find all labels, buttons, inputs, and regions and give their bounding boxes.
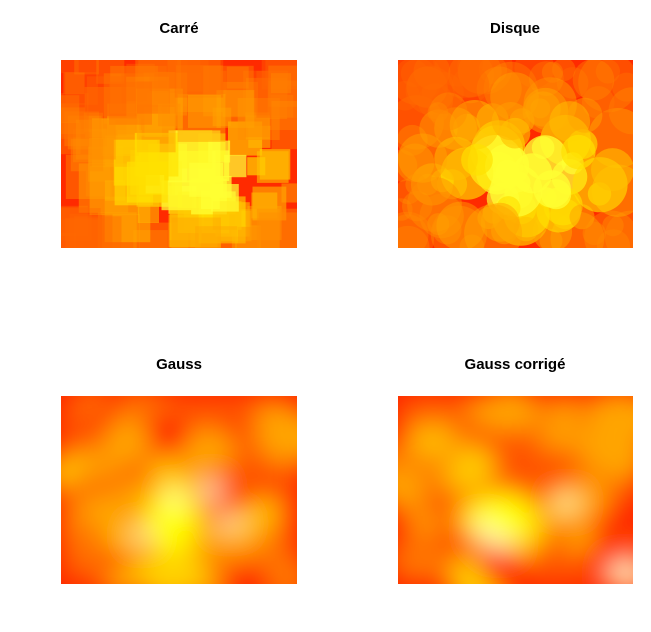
gauss-blob [548, 396, 581, 423]
gauss-blob [225, 566, 270, 598]
disc-mark [541, 179, 571, 209]
gauss-blob [91, 567, 119, 585]
gauss-blob [619, 535, 638, 551]
square-mark [224, 155, 246, 177]
disc-mark [398, 134, 447, 183]
square-mark [175, 49, 224, 98]
disc-mark [578, 52, 638, 112]
square-mark [257, 151, 289, 183]
gauss-blob [534, 513, 559, 534]
gauss-core [217, 518, 244, 528]
disc-mark [500, 118, 531, 149]
square-mark [158, 104, 181, 127]
gauss-core [167, 492, 182, 505]
square-mark [56, 208, 101, 253]
gauss-blob [73, 546, 97, 566]
panel-disque: Disque [380, 20, 651, 270]
gauss-blob [420, 433, 446, 450]
disc-mark [542, 62, 563, 83]
gauss-blob [120, 481, 148, 507]
disc-mark [428, 102, 449, 123]
gauss-blob [561, 524, 597, 553]
gauss-blob [539, 424, 579, 450]
disc-mark [392, 57, 439, 104]
panel-carre: Carré [44, 20, 319, 272]
square-mark [272, 101, 320, 149]
square-mark [171, 218, 221, 268]
square-mark [259, 213, 310, 264]
disc-mark [591, 148, 634, 191]
panel-title-carre: Carré [159, 20, 198, 37]
square-mark [175, 48, 200, 73]
disc-mark [461, 144, 493, 176]
heatmap-marks-carre [44, 35, 319, 272]
gauss-blob [388, 541, 448, 580]
square-mark [201, 190, 220, 209]
gauss-core [490, 536, 512, 550]
panel-gauss-corrige: Gauss corrigé [363, 356, 651, 609]
heatmap-marks-gauss [44, 385, 335, 604]
gauss-blob [136, 555, 206, 604]
gauss-blob [149, 456, 178, 481]
square-mark [282, 183, 301, 202]
square-mark [63, 73, 84, 94]
gauss-core [476, 520, 492, 538]
panel-gauss: Gauss [44, 356, 335, 604]
square-mark [188, 95, 221, 128]
disc-mark [583, 222, 606, 245]
gauss-blob [510, 532, 538, 558]
square-mark [127, 162, 168, 203]
square-mark [138, 202, 159, 223]
panel-title-gauss: Gauss [156, 356, 202, 373]
square-mark [271, 73, 291, 93]
gauss-blob [103, 418, 151, 464]
gauss-blob [375, 469, 426, 508]
gauss-core [556, 497, 579, 509]
gauss-blob [75, 395, 94, 412]
panel-title-disque: Disque [490, 20, 540, 37]
panel-title-gauss-corrige: Gauss corrigé [465, 356, 566, 373]
disc-mark [490, 72, 539, 121]
disc-mark [561, 135, 595, 169]
gauss-core [133, 529, 152, 540]
heatmap-marks-gauss-corrige [363, 384, 651, 609]
gauss-blob [457, 501, 477, 519]
gauss-blob [263, 557, 312, 604]
gauss-blob [256, 413, 336, 463]
gauss-core [202, 481, 220, 501]
gauss-blob [475, 389, 539, 432]
square-mark [74, 50, 99, 75]
square-mark [109, 82, 152, 125]
square-mark [76, 120, 116, 160]
heatmap-marks-disque [380, 37, 651, 270]
disc-mark [380, 212, 434, 266]
square-mark [227, 67, 249, 89]
gauss-corner-core [609, 562, 641, 586]
disc-mark [464, 204, 522, 262]
